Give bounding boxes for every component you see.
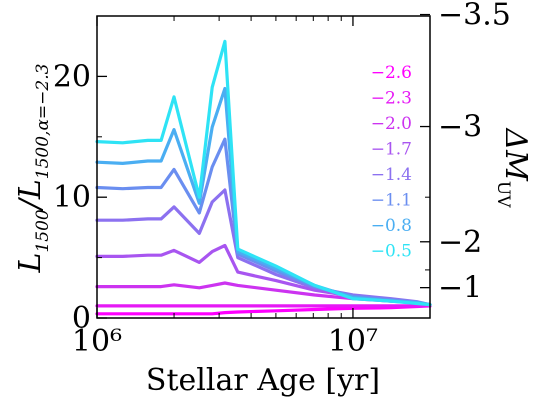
series-line-8 <box>95 39 432 307</box>
legend-entry: −1.4 <box>371 165 412 185</box>
y-right-axis-title: ΔMUV <box>493 128 533 209</box>
legend-entry: −2.3 <box>371 89 412 109</box>
y-right-tick-label: −3 <box>438 110 482 145</box>
y-axis-title: L1500/L1500,α=−2.3 <box>13 64 53 274</box>
x-tick-label: 10⁶ <box>72 324 122 359</box>
legend-entry: −0.5 <box>371 242 412 262</box>
legend-entry: −1.7 <box>371 140 412 160</box>
series-layer <box>95 39 432 316</box>
plot-frame <box>96 15 431 319</box>
legend-entry: −1.1 <box>371 191 412 211</box>
y-tick-label: 20 <box>53 59 91 94</box>
legend: −2.6 −2.3 −2.0 −1.7 −1.4 −1.1 −0.8 −0.5 <box>371 63 412 262</box>
x-axis-title: Stellar Age [yr] <box>146 363 380 398</box>
y-tick-label: 10 <box>53 180 91 215</box>
series-line-1 <box>95 304 432 316</box>
legend-entry: −2.6 <box>371 63 412 83</box>
x-tick-label: 10⁷ <box>328 324 378 359</box>
y-right-tick-label: −2 <box>438 225 482 260</box>
legend-entry: −0.8 <box>371 216 412 236</box>
y-tick-label: 0 <box>72 301 91 336</box>
tick-label-layer: 10⁶ 10⁷ 0 10 20 −1 −2 −3 −3.5 <box>53 0 511 359</box>
legend-entry: −2.0 <box>371 114 412 134</box>
tick-layer <box>96 13 430 319</box>
y-right-tick-label: −3.5 <box>438 0 511 33</box>
y-right-tick-label: −1 <box>438 271 482 306</box>
